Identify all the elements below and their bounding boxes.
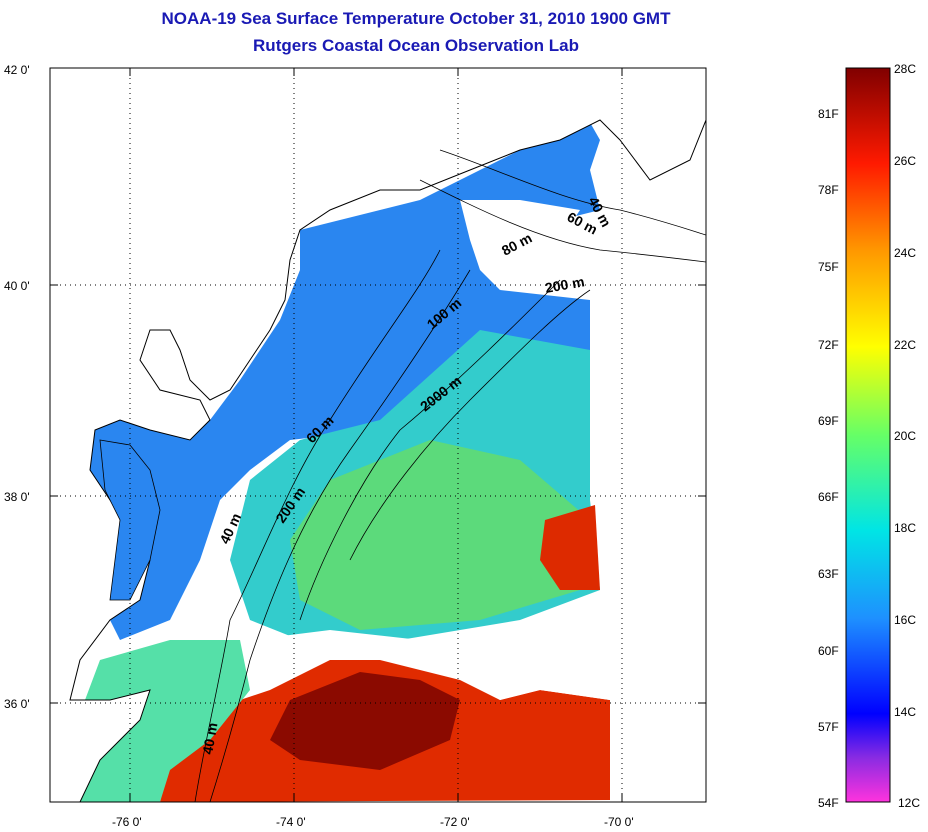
colorbar: 28C 26C 24C 22C 20C 18C 16C 14C 12C 81F … xyxy=(818,62,920,810)
map-frame xyxy=(49,67,707,803)
lon-tick-label: -72 0' xyxy=(440,815,470,829)
sst-warm-eddy-east xyxy=(540,505,600,590)
sst-cloud-band xyxy=(250,620,610,700)
celsius-label: 14C xyxy=(894,705,916,719)
fahrenheit-label: 72F xyxy=(818,338,839,352)
celsius-label: 18C xyxy=(894,521,916,535)
lat-tick-label: 36 0' xyxy=(4,697,30,711)
lat-tick-label: 38 0' xyxy=(4,490,30,504)
fahrenheit-label: 57F xyxy=(818,720,839,734)
celsius-label: 28C xyxy=(894,62,916,76)
map-subtitle: Rutgers Coastal Ocean Observation Lab xyxy=(253,36,579,55)
fahrenheit-label: 66F xyxy=(818,490,839,504)
lon-tick-label: -70 0' xyxy=(604,815,634,829)
celsius-label: 24C xyxy=(894,246,916,260)
bay-inlet xyxy=(99,439,161,601)
lat-tick-label: 40 0' xyxy=(4,279,30,293)
celsius-label: 16C xyxy=(894,613,916,627)
celsius-label: 22C xyxy=(894,338,916,352)
celsius-label: 20C xyxy=(894,429,916,443)
lon-tick-label: -74 0' xyxy=(276,815,306,829)
map-plot-area: 40 m 60 m 80 m 200 m 100 m 2000 m 60 m 2… xyxy=(50,68,706,802)
sst-coastal-south xyxy=(70,640,250,802)
frame-ticks xyxy=(50,68,706,802)
colorbar-fahrenheit-labels: 81F 78F 75F 72F 69F 66F 63F 60F 57F 54F xyxy=(818,107,839,810)
fahrenheit-label: 81F xyxy=(818,107,839,121)
colorbar-celsius-labels: 28C 26C 24C 22C 20C 18C 16C 14C 12C xyxy=(894,62,920,810)
lat-tick-label: 42 0' xyxy=(4,63,30,77)
fahrenheit-label: 54F xyxy=(818,796,839,810)
fahrenheit-label: 60F xyxy=(818,644,839,658)
lat-tick-labels: 42 0' 40 0' 38 0' 36 0' xyxy=(4,63,30,711)
fahrenheit-label: 69F xyxy=(818,414,839,428)
lon-tick-labels: -76 0' -74 0' -72 0' -70 0' xyxy=(112,815,634,829)
bathymetry-contours xyxy=(194,149,706,802)
map-title: NOAA-19 Sea Surface Temperature October … xyxy=(161,9,671,28)
lon-tick-label: -76 0' xyxy=(112,815,142,829)
fahrenheit-label: 75F xyxy=(818,260,839,274)
sst-warm-south-core xyxy=(270,672,460,770)
fahrenheit-label: 78F xyxy=(818,183,839,197)
contour-label: 200 m xyxy=(544,273,586,296)
sst-cloud-north xyxy=(460,200,580,290)
fahrenheit-label: 63F xyxy=(818,567,839,581)
contour-label: 40 m xyxy=(199,721,220,755)
celsius-label: 12C xyxy=(898,796,920,810)
sst-swath-north xyxy=(55,105,600,640)
coastline xyxy=(50,68,706,802)
sst-swath-green xyxy=(290,440,590,630)
colorbar-bar xyxy=(845,67,891,803)
celsius-label: 26C xyxy=(894,154,916,168)
